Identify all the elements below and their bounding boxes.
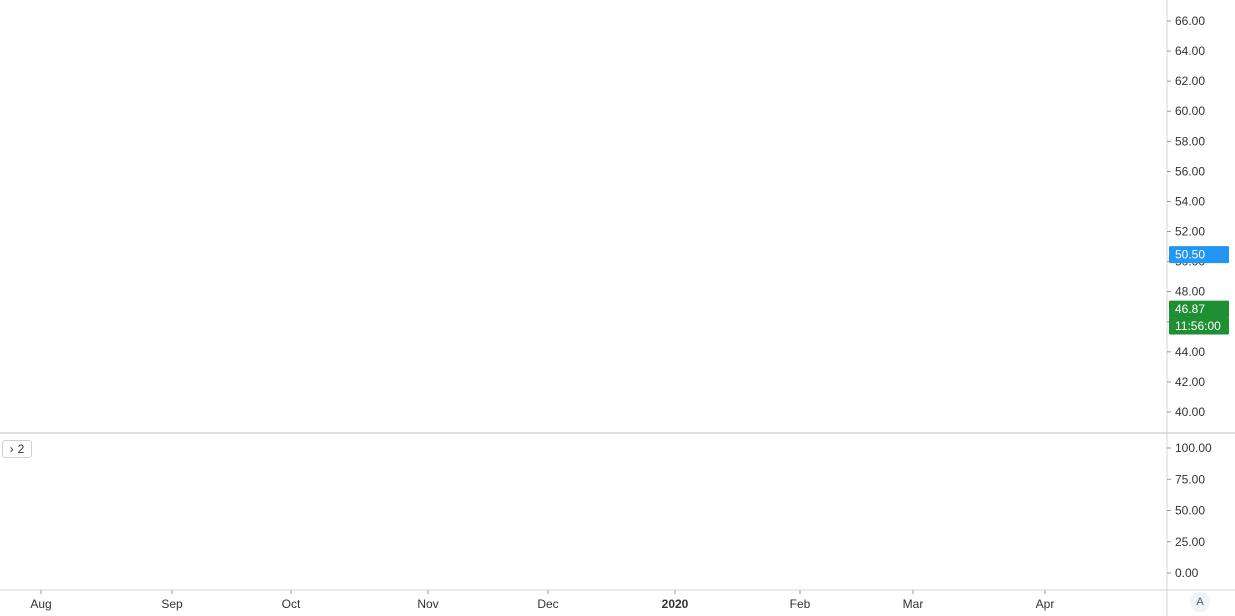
osc-tick-label: 25.00 [1175, 535, 1205, 549]
price-tick-label: 62.00 [1175, 74, 1205, 88]
price-tick-label: 64.00 [1175, 44, 1205, 58]
price-tick-label: 56.00 [1175, 164, 1205, 178]
price-tick-label: 54.00 [1175, 194, 1205, 208]
price-tag [1169, 246, 1229, 264]
price-tick-label: 60.00 [1175, 104, 1205, 118]
pane-toggle-button[interactable]: › 2 [2, 440, 32, 458]
osc-tick-label: 0.00 [1175, 566, 1199, 580]
price-tick-label: 66.00 [1175, 14, 1205, 28]
price-tag-label: 11:56:00 [1175, 319, 1221, 333]
pane-label: 2 [17, 442, 25, 456]
time-tick-label: Dec [537, 597, 558, 611]
osc-tick-label: 75.00 [1175, 472, 1205, 486]
time-tick-label: Apr [1036, 597, 1055, 611]
price-tick-label: 42.00 [1175, 375, 1205, 389]
time-tick-label: 2020 [662, 597, 689, 611]
price-tick-label: 44.00 [1175, 345, 1205, 359]
price-tick-label: 52.00 [1175, 225, 1205, 239]
osc-tick-label: 50.00 [1175, 504, 1205, 518]
price-tag [1169, 300, 1229, 318]
time-tick-label: Nov [417, 597, 438, 611]
autoscale-button[interactable]: A [1190, 592, 1210, 612]
chevron-right-icon: › [9, 442, 14, 456]
price-tag-label: 50.50 [1175, 248, 1205, 262]
price-tag-label: 46.87 [1175, 302, 1205, 316]
time-tick-label: Feb [790, 597, 811, 611]
time-tick-label: Sep [161, 597, 183, 611]
price-tick-label: 58.00 [1175, 134, 1205, 148]
price-tick-label: 40.00 [1175, 405, 1205, 419]
time-tick-label: Aug [30, 597, 51, 611]
osc-tick-label: 100.00 [1175, 441, 1212, 455]
time-tick-label: Oct [282, 597, 301, 611]
time-tick-label: Mar [903, 597, 924, 611]
price-tag [1169, 317, 1229, 335]
price-tick-label: 48.00 [1175, 285, 1205, 299]
